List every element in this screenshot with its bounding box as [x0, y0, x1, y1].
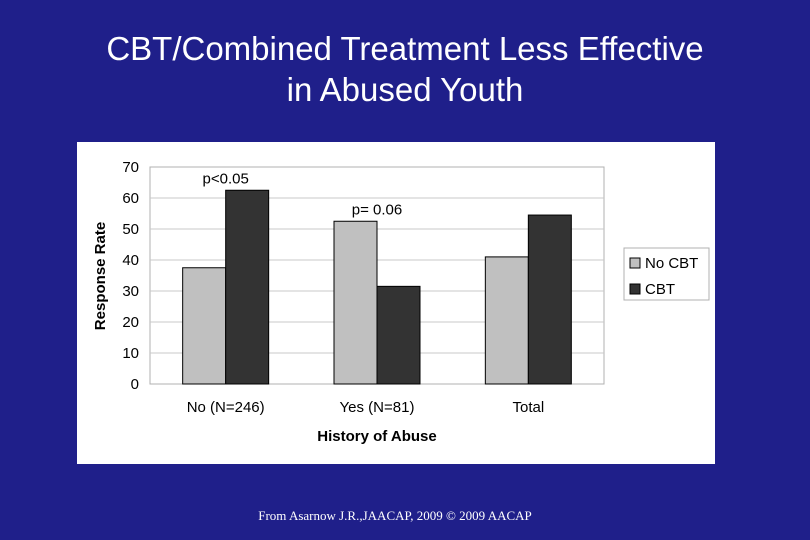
legend-swatch-no-cbt: [629, 257, 641, 269]
bar-cbt-2: [527, 214, 572, 385]
x-tick-label: No (N=246): [187, 399, 265, 416]
x-tick-label: Yes (N=81): [340, 399, 415, 416]
x-axis-label: History of Abuse: [317, 428, 436, 445]
title-line-2: in Abused Youth: [286, 71, 524, 108]
slide-title: CBT/Combined Treatment Less Effective in…: [0, 28, 810, 110]
p-value-annotation: p= 0.06: [352, 201, 402, 218]
y-tick-label: 10: [122, 345, 139, 362]
bar-cbt-1: [376, 285, 421, 385]
x-tick-label: Total: [512, 399, 544, 416]
y-tick-label: 60: [122, 190, 139, 207]
bars: [182, 189, 572, 385]
annotations: p<0.05 p= 0.06: [203, 170, 403, 218]
bar-cbt-0: [225, 189, 270, 385]
bar-chart: 0 10 20 30 40 50 60 70 No (N=246) Yes (N=81) Total…: [92, 159, 710, 445]
source-footer: From Asarnow J.R.,JAACAP, 2009 © 2009 AA…: [258, 508, 532, 523]
y-tick-label: 0: [131, 376, 139, 393]
title-line-1: CBT/Combined Treatment Less Effective: [106, 30, 704, 67]
p-value-annotation: p<0.05: [203, 170, 249, 187]
legend-label-no-cbt: No CBT: [645, 255, 698, 272]
y-tick-label: 70: [122, 159, 139, 176]
bar-no-cbt-0: [182, 267, 227, 385]
tick-labels: 0 10 20 30 40 50 60 70 No (N=246) Yes (N=81) Total: [122, 159, 544, 416]
legend-label-cbt: CBT: [645, 281, 675, 298]
y-tick-label: 20: [122, 314, 139, 331]
y-tick-label: 50: [122, 221, 139, 238]
legend: No CBT CBT: [623, 247, 710, 301]
y-axis-label: Response Rate: [92, 222, 109, 330]
y-tick-label: 30: [122, 283, 139, 300]
chart-panel: 0 10 20 30 40 50 60 70 No (N=246) Yes (N=81) Total…: [77, 142, 715, 464]
bar-no-cbt-2: [484, 256, 529, 385]
y-tick-label: 40: [122, 252, 139, 269]
bar-no-cbt-1: [333, 220, 378, 385]
legend-swatch-cbt: [629, 283, 641, 295]
